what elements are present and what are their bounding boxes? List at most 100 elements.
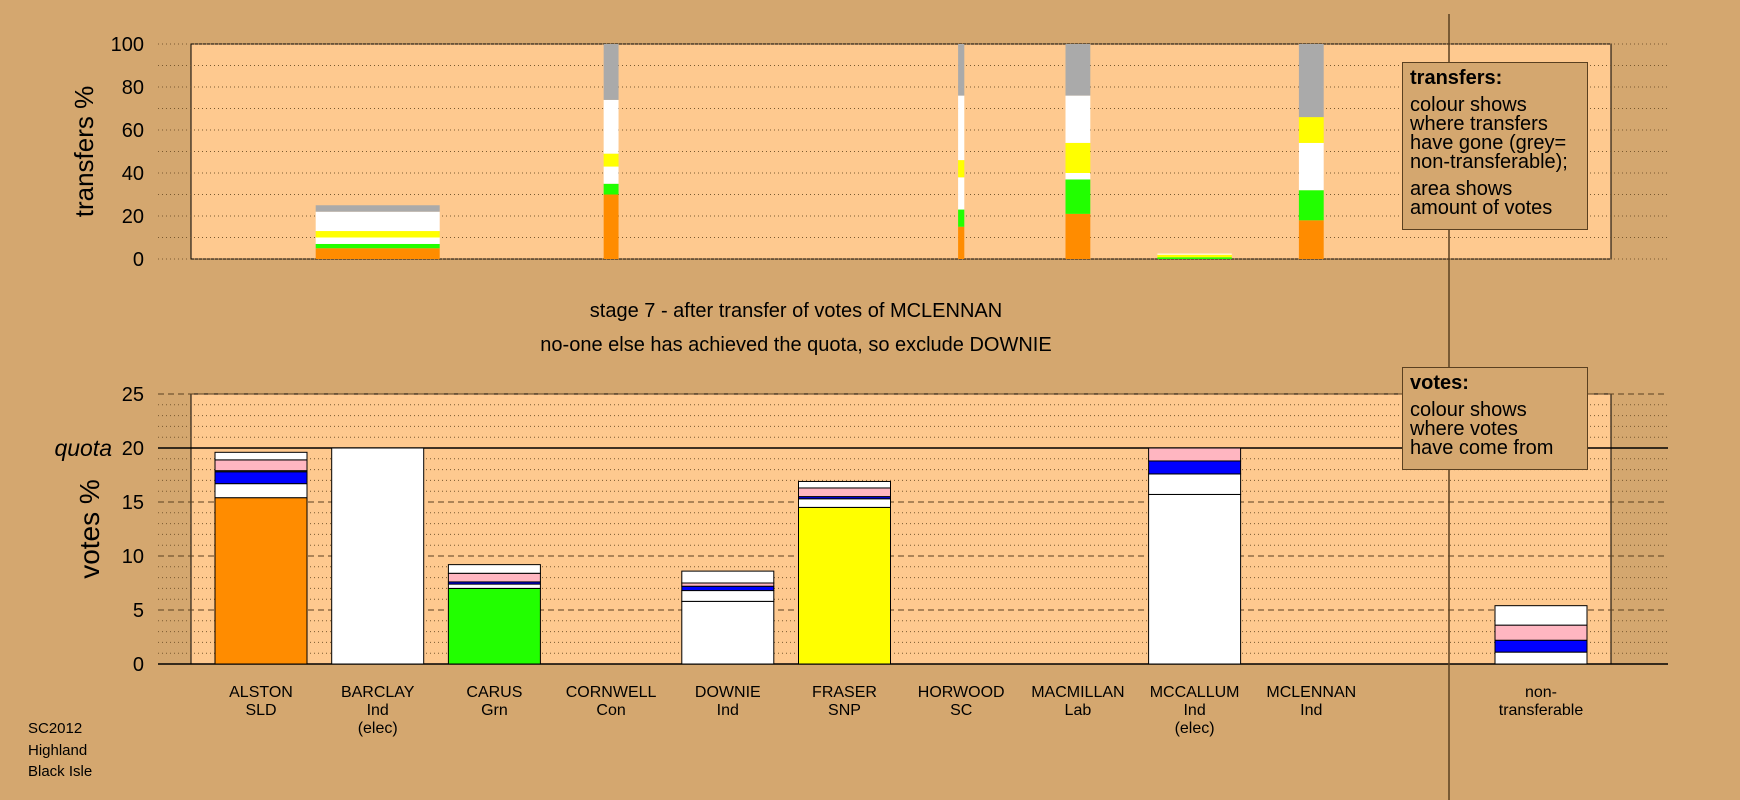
candidate-name-label: HORWOOD: [918, 684, 1005, 701]
votes-ylabel: votes %: [74, 479, 105, 579]
votes-ytick-label: 25: [122, 384, 144, 406]
transfer-bar-segment: [315, 211, 440, 232]
candidate-party-label: Ind: [717, 702, 739, 719]
candidate-name-label: CARUS: [466, 684, 522, 701]
candidate-party-label: Con: [596, 702, 625, 719]
votes-ytick-label: 20: [122, 438, 144, 460]
votes-ytick-label: 0: [133, 654, 144, 676]
votes-ytick-label: 10: [122, 546, 144, 568]
transfers-legend-line: have gone (grey=: [1410, 132, 1567, 154]
transfer-bar-segment: [1298, 117, 1324, 143]
candidate-name-label: CORNWELL: [566, 684, 657, 701]
votes-legend: votes: colour shows where votes have com…: [1402, 367, 1588, 470]
votes-ytick-label: 5: [133, 600, 144, 622]
vote-bar-segment: [331, 447, 425, 665]
candidate-party-label: Ind: [367, 702, 389, 719]
transfer-bar-segment: [1065, 173, 1091, 180]
votes-plot-area: [190, 393, 1612, 665]
vote-bar-segment: [214, 497, 308, 665]
vote-bar-segment: [1494, 605, 1588, 626]
candidate-name-label: BARCLAY: [341, 684, 415, 701]
transfer-bar-segment: [315, 237, 440, 244]
vote-bar-segment: [214, 451, 308, 461]
transfer-bar-segment: [1298, 44, 1324, 118]
candidate-party-label: SC: [950, 702, 972, 719]
candidate-party-label: Ind: [1183, 702, 1205, 719]
transfer-bar-segment: [1157, 254, 1232, 258]
transfer-bar-segment: [1298, 220, 1324, 259]
candidate-note-label: (elec): [358, 720, 398, 737]
transfer-bar-segment: [603, 44, 619, 100]
vote-bar-segment: [1148, 473, 1242, 495]
vote-bar-segment: [798, 480, 891, 489]
transfers-ylabel: transfers %: [69, 86, 99, 218]
footer-council: Highland: [28, 741, 88, 759]
transfers-ytick-label: 40: [122, 163, 144, 185]
transfer-bar-segment: [315, 231, 440, 238]
vote-bar-segment: [798, 506, 891, 665]
candidate-note-label: (elec): [1175, 720, 1215, 737]
transfer-bar-segment: [1065, 213, 1091, 259]
transfer-bar-segment: [958, 160, 965, 178]
vote-bar-segment: [447, 587, 541, 665]
votes-legend-line: where votes: [1410, 418, 1518, 440]
transfer-bar-segment: [1065, 179, 1091, 214]
vote-bar-segment: [214, 483, 308, 499]
vote-bar-segment: [1148, 460, 1242, 475]
transfer-bar-segment: [315, 205, 440, 212]
candidate-name-label: MACMILLAN: [1031, 684, 1124, 701]
candidate-name-label: MCLENNAN: [1266, 684, 1356, 701]
transfer-bar-segment: [958, 95, 965, 161]
vote-bar-segment: [681, 570, 775, 584]
vote-bar-segment: [1494, 639, 1588, 653]
vote-bar-segment: [214, 471, 308, 485]
candidate-name-label: FRASER: [812, 684, 877, 701]
vote-bar-segment: [681, 585, 775, 592]
candidate-name-label: ALSTON: [229, 684, 293, 701]
footer: SC2012 Highland Black Isle: [28, 718, 92, 783]
transfer-bar-segment: [603, 153, 619, 167]
transfers-ytick-label: 20: [122, 206, 144, 228]
transfer-bar-segment: [1065, 95, 1091, 143]
vote-bar-segment: [798, 487, 891, 498]
vote-bar-segment: [447, 572, 541, 583]
candidate-party-label: SLD: [245, 702, 276, 719]
quota-label: quota: [54, 435, 112, 461]
footer-ward: Black Isle: [28, 763, 93, 780]
votes-legend-line: have come from: [1410, 437, 1554, 459]
votes-legend-title: votes:: [1410, 372, 1469, 394]
transfer-bar-segment: [1157, 257, 1232, 259]
candidate-name-label: DOWNIE: [695, 684, 761, 701]
transfer-bar-segment: [603, 183, 619, 195]
transfer-bar-segment: [603, 194, 619, 259]
candidate-party-label: Grn: [481, 702, 508, 719]
vote-bar-segment: [681, 600, 775, 665]
vote-bar-segment: [1494, 624, 1588, 641]
transfers-ytick-label: 60: [122, 120, 144, 142]
transfer-bar-segment: [1298, 142, 1324, 191]
transfer-bar-segment: [958, 44, 965, 96]
vote-bar-segment: [1148, 447, 1242, 462]
candidate-party-label: Ind: [1300, 702, 1322, 719]
vote-bar-segment: [214, 459, 308, 472]
stage-subtitle: no-one else has achieved the quota, so e…: [540, 334, 1052, 356]
transfer-bar-segment: [958, 209, 965, 227]
transfer-bar-segment: [958, 226, 965, 259]
vote-bar-segment: [1148, 493, 1242, 665]
transfers-legend: transfers: colour shows where transfers …: [1402, 62, 1588, 230]
transfers-legend-line: colour shows: [1410, 94, 1527, 116]
transfers-legend-line: non-transferable);: [1410, 151, 1568, 173]
stage-title: stage 7 - after transfer of votes of MCL…: [589, 300, 1003, 322]
candidate-party-label: Lab: [1065, 702, 1092, 719]
transfers-legend-title: transfers:: [1410, 67, 1503, 89]
candidate-party-label: SNP: [828, 702, 861, 719]
transfers-legend-line: where transfers: [1410, 113, 1548, 135]
transfers-ytick-label: 100: [111, 34, 144, 56]
transfer-bar-segment: [603, 99, 619, 154]
vote-bar-segment: [447, 564, 541, 574]
transfer-bar-segment: [1298, 190, 1324, 221]
footer-election: SC2012: [28, 720, 83, 737]
transfer-bar-segment: [1065, 44, 1091, 96]
